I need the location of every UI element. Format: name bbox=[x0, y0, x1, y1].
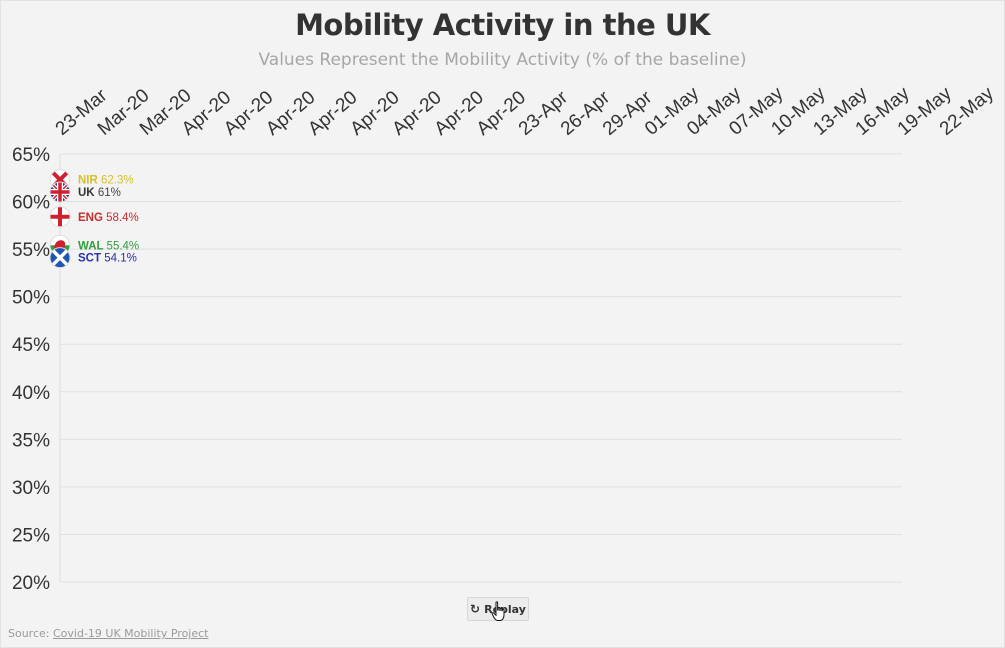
source-link[interactable]: Covid-19 UK Mobility Project bbox=[52, 627, 209, 640]
y-tick-label: 40% bbox=[12, 383, 50, 404]
source-note: Source: Covid-19 UK Mobility Project bbox=[8, 627, 209, 640]
series-value: 62.3% bbox=[101, 175, 134, 187]
y-tick-label: 65% bbox=[12, 145, 50, 166]
y-tick-label: 45% bbox=[12, 335, 50, 356]
scotland-flag-icon bbox=[49, 247, 71, 269]
series-name: WAL bbox=[78, 240, 107, 252]
y-tick-label: 60% bbox=[12, 193, 50, 214]
y-tick-label: 50% bbox=[12, 288, 50, 309]
chart-subtitle: Values Represent the Mobility Activity (… bbox=[258, 50, 747, 70]
series-name: SCT bbox=[78, 253, 104, 265]
y-tick-label: 30% bbox=[12, 478, 50, 499]
replay-label: Replay bbox=[484, 602, 526, 616]
series-value: 58.4% bbox=[106, 212, 139, 224]
chart-title: Mobility Activity in the UK bbox=[295, 8, 710, 42]
series-value: 55.4% bbox=[107, 240, 140, 252]
series-name: ENG bbox=[78, 212, 106, 224]
series-label: WAL 55.4% bbox=[78, 240, 139, 252]
series-value: 54.1% bbox=[104, 253, 137, 265]
series-label: ENG 58.4% bbox=[78, 212, 139, 224]
y-tick-label: 35% bbox=[12, 430, 50, 451]
series-label: NIR 62.3% bbox=[78, 175, 134, 187]
y-tick-label: 20% bbox=[12, 573, 50, 594]
england-flag-icon bbox=[49, 206, 71, 228]
series-name: NIR bbox=[78, 175, 101, 187]
hand-cursor-icon bbox=[491, 601, 505, 621]
y-tick-label: 55% bbox=[12, 240, 50, 261]
replay-icon: ↻ bbox=[470, 602, 481, 616]
series-value: 61% bbox=[98, 187, 121, 199]
series-label: UK 61% bbox=[78, 187, 121, 199]
uk-flag-icon bbox=[49, 181, 71, 203]
series-name: UK bbox=[78, 187, 98, 199]
source-prefix: Source: bbox=[8, 627, 53, 640]
series-label: SCT 54.1% bbox=[78, 253, 137, 265]
y-tick-label: 25% bbox=[12, 525, 50, 546]
